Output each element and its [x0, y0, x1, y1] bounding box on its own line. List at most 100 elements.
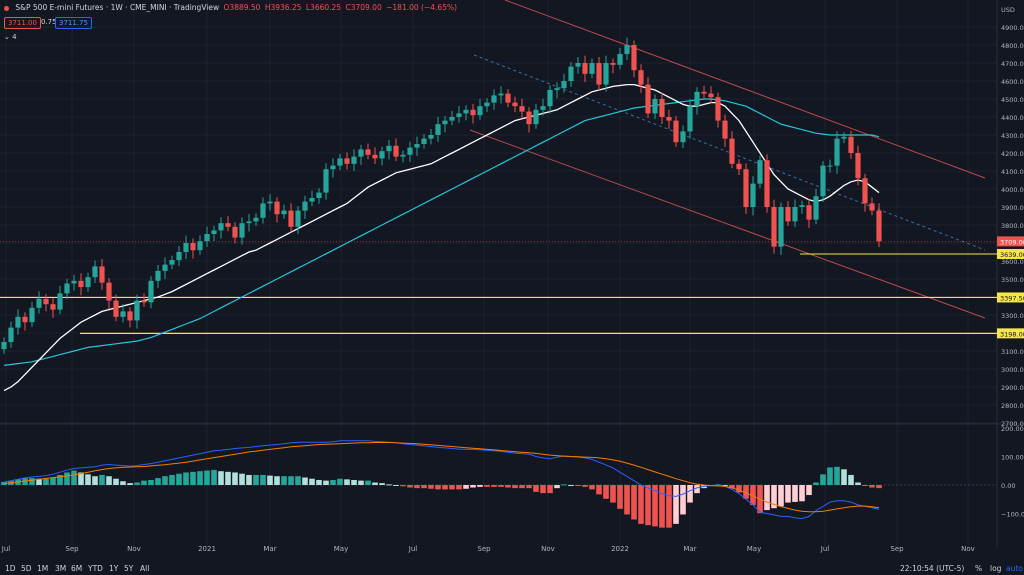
- clock: 22:10:54 (UTC-5): [900, 564, 965, 573]
- macd-histogram-bar: [876, 485, 882, 489]
- candle-body: [666, 117, 672, 121]
- macd-histogram-bar: [106, 476, 112, 485]
- indicator-toggle[interactable]: ⌄ 4: [4, 33, 17, 41]
- price-axis: USD 4900.00 4800.00 4700.00 4600.00 4500.00 44…: [997, 6, 1024, 519]
- macd-histogram-bar: [834, 466, 840, 485]
- macd-histogram-bar: [470, 485, 476, 488]
- y-tick-label: 4200.00: [1001, 150, 1024, 158]
- percent-toggle[interactable]: %: [975, 564, 983, 573]
- tf-all[interactable]: All: [140, 564, 150, 573]
- candle-body: [547, 90, 553, 107]
- price-label: 3639.00: [1000, 251, 1024, 259]
- candle-body: [106, 282, 112, 301]
- y-tick-label: 3500.00: [1001, 276, 1024, 284]
- macd-histogram-bar: [43, 478, 49, 485]
- channel-line-1: [469, 129, 986, 319]
- macd-histogram-bar: [526, 485, 532, 489]
- macd-histogram-bar: [841, 469, 847, 485]
- tf-5d[interactable]: 5D: [21, 564, 32, 573]
- candle-body: [190, 243, 196, 251]
- y-tick-label: USD: [1001, 6, 1015, 14]
- candle-body: [120, 311, 126, 317]
- candle-body: [631, 45, 637, 71]
- y-tick-label: 3600.00: [1001, 258, 1024, 266]
- candle-body: [652, 99, 658, 114]
- candle-body: [8, 327, 14, 342]
- candle-body: [197, 241, 203, 251]
- macd-histogram-bar: [456, 485, 462, 490]
- candle-body: [554, 88, 560, 90]
- sell-price-button[interactable]: 3711.00: [4, 17, 41, 29]
- candle-body: [71, 280, 77, 284]
- y-tick-label: 4400.00: [1001, 114, 1024, 122]
- macd-histogram-bar: [176, 473, 182, 485]
- candle-body: [694, 91, 700, 107]
- tf-6m[interactable]: 6M: [71, 564, 83, 573]
- tf-5y[interactable]: 5Y: [124, 564, 134, 573]
- y-tick-label: 4700.00: [1001, 60, 1024, 68]
- macd-histogram-bar: [239, 473, 245, 485]
- candle-body: [239, 223, 245, 238]
- macd-histogram-bar: [169, 474, 175, 485]
- candle-body: [92, 266, 98, 278]
- macd-histogram-bar: [778, 485, 784, 507]
- macd-histogram-bar: [127, 483, 133, 485]
- macd-histogram-bar: [92, 476, 98, 485]
- buy-price-button[interactable]: 3711.75: [55, 17, 92, 29]
- candle-body: [442, 120, 448, 125]
- candle-body: [848, 136, 854, 153]
- ohlc-open: O3889.50: [223, 3, 261, 12]
- x-tick-label: May: [747, 545, 761, 553]
- macd-histogram-bar: [120, 481, 126, 485]
- candle-body: [498, 93, 504, 96]
- candle-body: [701, 91, 707, 94]
- candle-body: [596, 63, 602, 85]
- tf-ytd[interactable]: YTD: [88, 564, 103, 573]
- candle-body: [624, 45, 630, 54]
- macd-tick-label: 100.00: [1001, 454, 1024, 462]
- candle-body: [113, 300, 119, 317]
- macd-histogram-bar: [197, 471, 203, 485]
- status-dot: [4, 5, 9, 11]
- candle-body: [246, 221, 252, 224]
- x-tick-label: Nov: [541, 545, 555, 553]
- y-tick-label: 4500.00: [1001, 96, 1024, 104]
- candle-body: [561, 81, 567, 89]
- macd-histogram-bar: [638, 485, 644, 524]
- candle-body: [449, 117, 455, 121]
- macd-pane: [0, 440, 997, 528]
- log-toggle[interactable]: log: [990, 564, 1002, 573]
- candle-body: [659, 99, 665, 117]
- macd-histogram-bar: [589, 485, 595, 490]
- macd-histogram-bar: [743, 485, 749, 499]
- tf-1m[interactable]: 1M: [37, 564, 49, 573]
- candle-body: [540, 106, 546, 110]
- macd-histogram-bar: [36, 478, 42, 485]
- tf-1d[interactable]: 1D: [5, 564, 16, 573]
- candle-body: [820, 165, 826, 197]
- candle-body: [414, 144, 420, 148]
- candle-body: [407, 147, 413, 155]
- auto-toggle[interactable]: auto: [1006, 564, 1023, 573]
- candle-body: [876, 210, 882, 242]
- candle-body: [456, 113, 462, 117]
- macd-histogram-bar: [533, 485, 539, 492]
- x-tick-label: Nov: [127, 545, 141, 553]
- candle-body: [610, 63, 616, 65]
- macd-histogram-bar: [99, 474, 105, 485]
- indicator-count: 4: [12, 33, 17, 41]
- candle-body: [85, 277, 91, 288]
- candle-body: [379, 151, 385, 159]
- symbol-title[interactable]: S&P 500 E-mini Futures · 1W · CME_MINI ·…: [15, 3, 220, 12]
- candle-body: [400, 154, 406, 157]
- tf-3m[interactable]: 3M: [55, 564, 67, 573]
- candle-body: [386, 145, 392, 152]
- macd-histogram-bar: [449, 485, 455, 490]
- candle-body: [491, 95, 497, 103]
- candle-body: [512, 102, 518, 107]
- candle-body: [281, 210, 287, 215]
- macd-tick-label: −100.00: [1001, 511, 1024, 519]
- macd-histogram-bar: [232, 472, 238, 485]
- tf-1y[interactable]: 1Y: [109, 564, 119, 573]
